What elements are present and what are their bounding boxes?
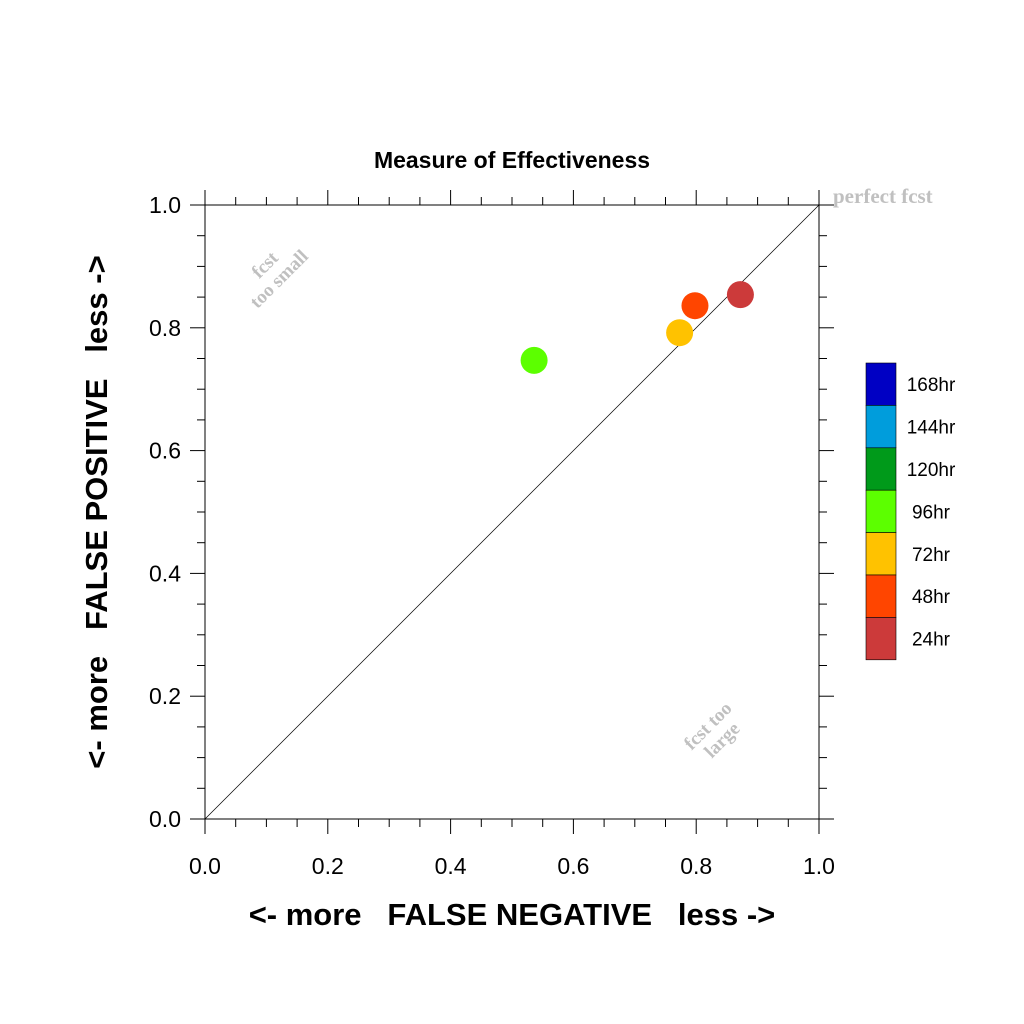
y-axis-label: <- more FALSE POSITIVE less -> [79, 255, 114, 768]
legend-label-24hr: 24hr [912, 630, 951, 651]
point-72hr [666, 319, 694, 347]
too-small-line-2: too small [246, 246, 313, 313]
legend-label-96hr: 96hr [912, 502, 951, 523]
legend-label-144hr: 144hr [907, 418, 956, 439]
too-small-annotation: fcst too small [246, 246, 313, 313]
x-tick-label: 0.4 [435, 853, 467, 879]
data-points [520, 281, 754, 374]
point-96hr [520, 346, 548, 374]
perfect-fcst-annotation: perfect fcst [833, 184, 933, 208]
legend-label-48hr: 48hr [912, 587, 951, 608]
axis-ticks [190, 190, 834, 834]
x-axis-label: <- more FALSE NEGATIVE less -> [249, 897, 776, 932]
legend-swatch-96hr [865, 489, 897, 533]
legend-swatch-168hr [865, 362, 897, 406]
legend-label-72hr: 72hr [912, 545, 951, 566]
point-24hr [726, 281, 754, 309]
legend-swatch-72hr [865, 532, 897, 576]
y-tick-label: 0.0 [149, 806, 181, 832]
chart-title: Measure of Effectiveness [374, 147, 650, 173]
legend-swatch-144hr [865, 405, 897, 449]
y-tick-label: 1.0 [149, 192, 181, 218]
y-tick-label: 0.8 [149, 315, 181, 341]
x-tick-label: 0.6 [557, 853, 589, 879]
x-tick-label: 0.0 [189, 853, 221, 879]
legend-swatch-24hr [865, 617, 897, 661]
legend-label-120hr: 120hr [907, 460, 956, 481]
y-tick-label: 0.4 [149, 560, 181, 586]
x-tick-labels: 0.0 0.2 0.4 0.6 0.8 1.0 [189, 853, 835, 879]
y-tick-label: 0.6 [149, 438, 181, 464]
legend-swatch-120hr [865, 447, 897, 491]
legend-label-168hr: 168hr [907, 375, 956, 396]
y-tick-labels: 0.0 0.2 0.4 0.6 0.8 1.0 [149, 192, 181, 832]
point-48hr [681, 292, 709, 320]
y-tick-label: 0.2 [149, 683, 181, 709]
legend-swatch-48hr [865, 574, 897, 618]
x-tick-label: 0.8 [680, 853, 712, 879]
x-tick-label: 0.2 [312, 853, 344, 879]
legend: 168hr 144hr 120hr 96hr 72hr 48hr 24hr [865, 362, 956, 661]
too-large-annotation: fcst too large [680, 698, 744, 762]
diagonal-reference-line [204, 204, 820, 820]
x-tick-label: 1.0 [803, 853, 835, 879]
